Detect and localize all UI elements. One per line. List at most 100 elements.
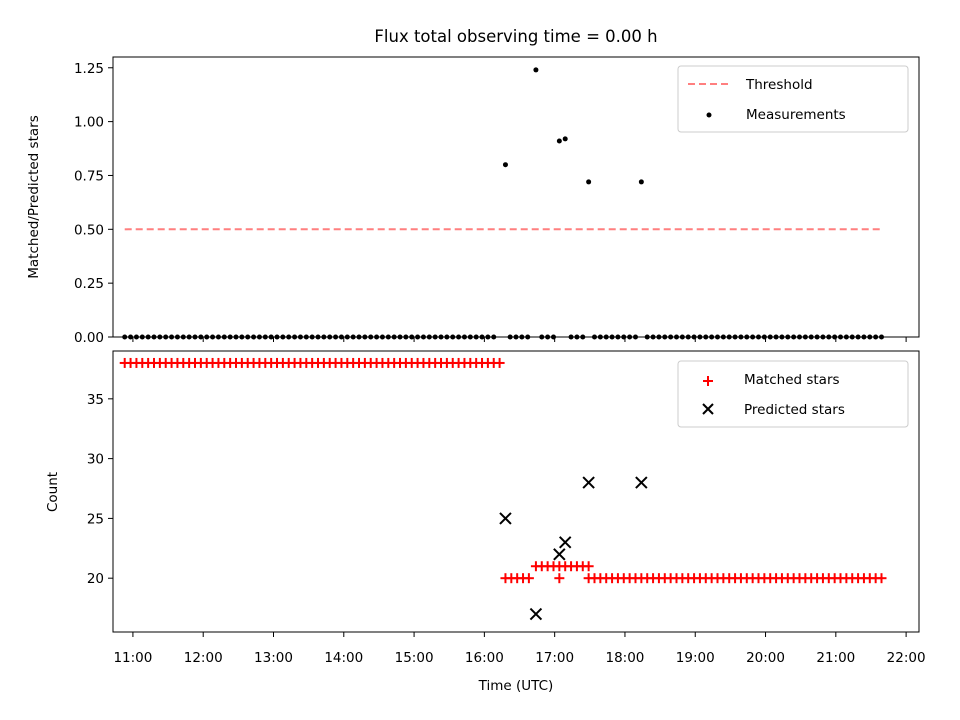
bottom-x-ticks: 11:00 12:00 13:00 14:00 15:00 16:00 17:00 18:00… [113, 632, 926, 666]
measurement-point [545, 334, 551, 340]
measurement-point [568, 334, 574, 340]
top-y-tick-label: 1.00 [74, 115, 104, 131]
x-tick-label: 20:00 [746, 650, 785, 666]
measurement-point [409, 334, 415, 340]
measurement-point [192, 334, 198, 340]
measurement-point [215, 334, 221, 340]
top-y-tick-label: 0.25 [74, 276, 104, 292]
legend-measurements-label: Measurements [746, 107, 846, 123]
measurement-point [479, 334, 485, 340]
matched-star-point [554, 573, 565, 584]
matched-star-point [876, 573, 887, 584]
measurement-point [685, 334, 691, 340]
measurement-point [473, 334, 479, 340]
measurement-point [186, 334, 192, 340]
measurement-point [715, 334, 720, 340]
measurement-point [750, 334, 756, 340]
measurement-point [397, 334, 403, 340]
predicted-star-point [635, 476, 648, 489]
measurement-point [221, 334, 227, 340]
measurements-layer [122, 67, 885, 340]
measurement-point [297, 334, 303, 340]
measurement-point [151, 334, 157, 340]
measurement-point [744, 334, 750, 340]
measurement-point [773, 334, 779, 340]
measurement-point [550, 334, 556, 340]
measurement-point [703, 334, 709, 340]
measurement-point [861, 334, 867, 340]
measurement-point [415, 334, 421, 340]
measurement-point [315, 334, 321, 340]
measurement-point [379, 334, 385, 340]
x-tick-label: 12:00 [184, 650, 223, 666]
x-tick-label: 15:00 [395, 650, 434, 666]
measurement-point [350, 334, 356, 340]
bottom-y-tick-label: 25 [87, 511, 104, 527]
measurement-point [450, 334, 456, 340]
matched-star-point [583, 561, 594, 572]
measurement-point [615, 334, 621, 340]
measurement-point [461, 334, 467, 340]
x-tick-label: 14:00 [324, 650, 363, 666]
matched-star-point [494, 357, 505, 368]
measurement-point [562, 136, 568, 142]
measurement-point [227, 334, 233, 340]
x-tick-label: 16:00 [465, 650, 504, 666]
top-legend: Threshold Measurements [677, 65, 909, 133]
measurement-point [403, 334, 409, 340]
measurement-point [368, 334, 374, 340]
measurement-point [233, 334, 239, 340]
measurement-point [785, 334, 791, 340]
measurement-point [362, 334, 368, 340]
x-tick-label: 21:00 [816, 650, 855, 666]
top-y-ticks: 0.00 0.25 0.50 0.75 1.00 1.25 [74, 61, 113, 346]
top-panel: 0.00 0.25 0.50 0.75 1.00 1.25 Matched/Predict… [26, 56, 920, 346]
measurement-point [638, 179, 644, 185]
measurement-point [879, 334, 885, 340]
measurement-point [268, 334, 274, 340]
bottom-y-tick-label: 30 [87, 452, 104, 468]
measurement-point [802, 334, 808, 340]
measurement-point [513, 334, 519, 340]
x-tick-label: 11:00 [113, 650, 152, 666]
measurement-point [519, 334, 525, 340]
measurement-point [609, 334, 615, 340]
x-tick-label: 17:00 [535, 650, 574, 666]
measurement-point [251, 334, 257, 340]
measurement-point [580, 334, 586, 340]
measurement-point [838, 334, 844, 340]
counts-layer [119, 357, 887, 621]
measurement-point [491, 334, 497, 340]
measurement-point [732, 334, 738, 340]
measurement-point [726, 334, 732, 340]
measurement-point [650, 334, 656, 340]
measurement-point [808, 334, 814, 340]
measurement-point [756, 334, 762, 340]
measurement-point [239, 334, 245, 340]
measurement-point [507, 334, 513, 340]
measurement-point [603, 334, 609, 340]
measurement-point [867, 334, 873, 340]
measurement-point [621, 334, 627, 340]
measurement-point [145, 334, 151, 340]
measurement-point [855, 334, 861, 340]
measurement-point [574, 334, 580, 340]
measurement-point [662, 334, 668, 340]
measurement-point [820, 334, 826, 340]
measurement-point [761, 334, 767, 340]
measurement-point [356, 334, 362, 340]
measurement-point [444, 334, 450, 340]
measurement-point [432, 334, 438, 340]
measurement-point [849, 334, 855, 340]
measurement-point [467, 334, 473, 340]
measurement-point [826, 334, 832, 340]
measurement-point [426, 334, 432, 340]
legend-threshold-label: Threshold [745, 77, 813, 93]
measurement-point [591, 334, 597, 340]
measurement-point [280, 334, 286, 340]
x-tick-label: 18:00 [605, 650, 644, 666]
measurement-point [256, 334, 262, 340]
measurement-point [691, 334, 697, 340]
measurement-point [327, 334, 333, 340]
